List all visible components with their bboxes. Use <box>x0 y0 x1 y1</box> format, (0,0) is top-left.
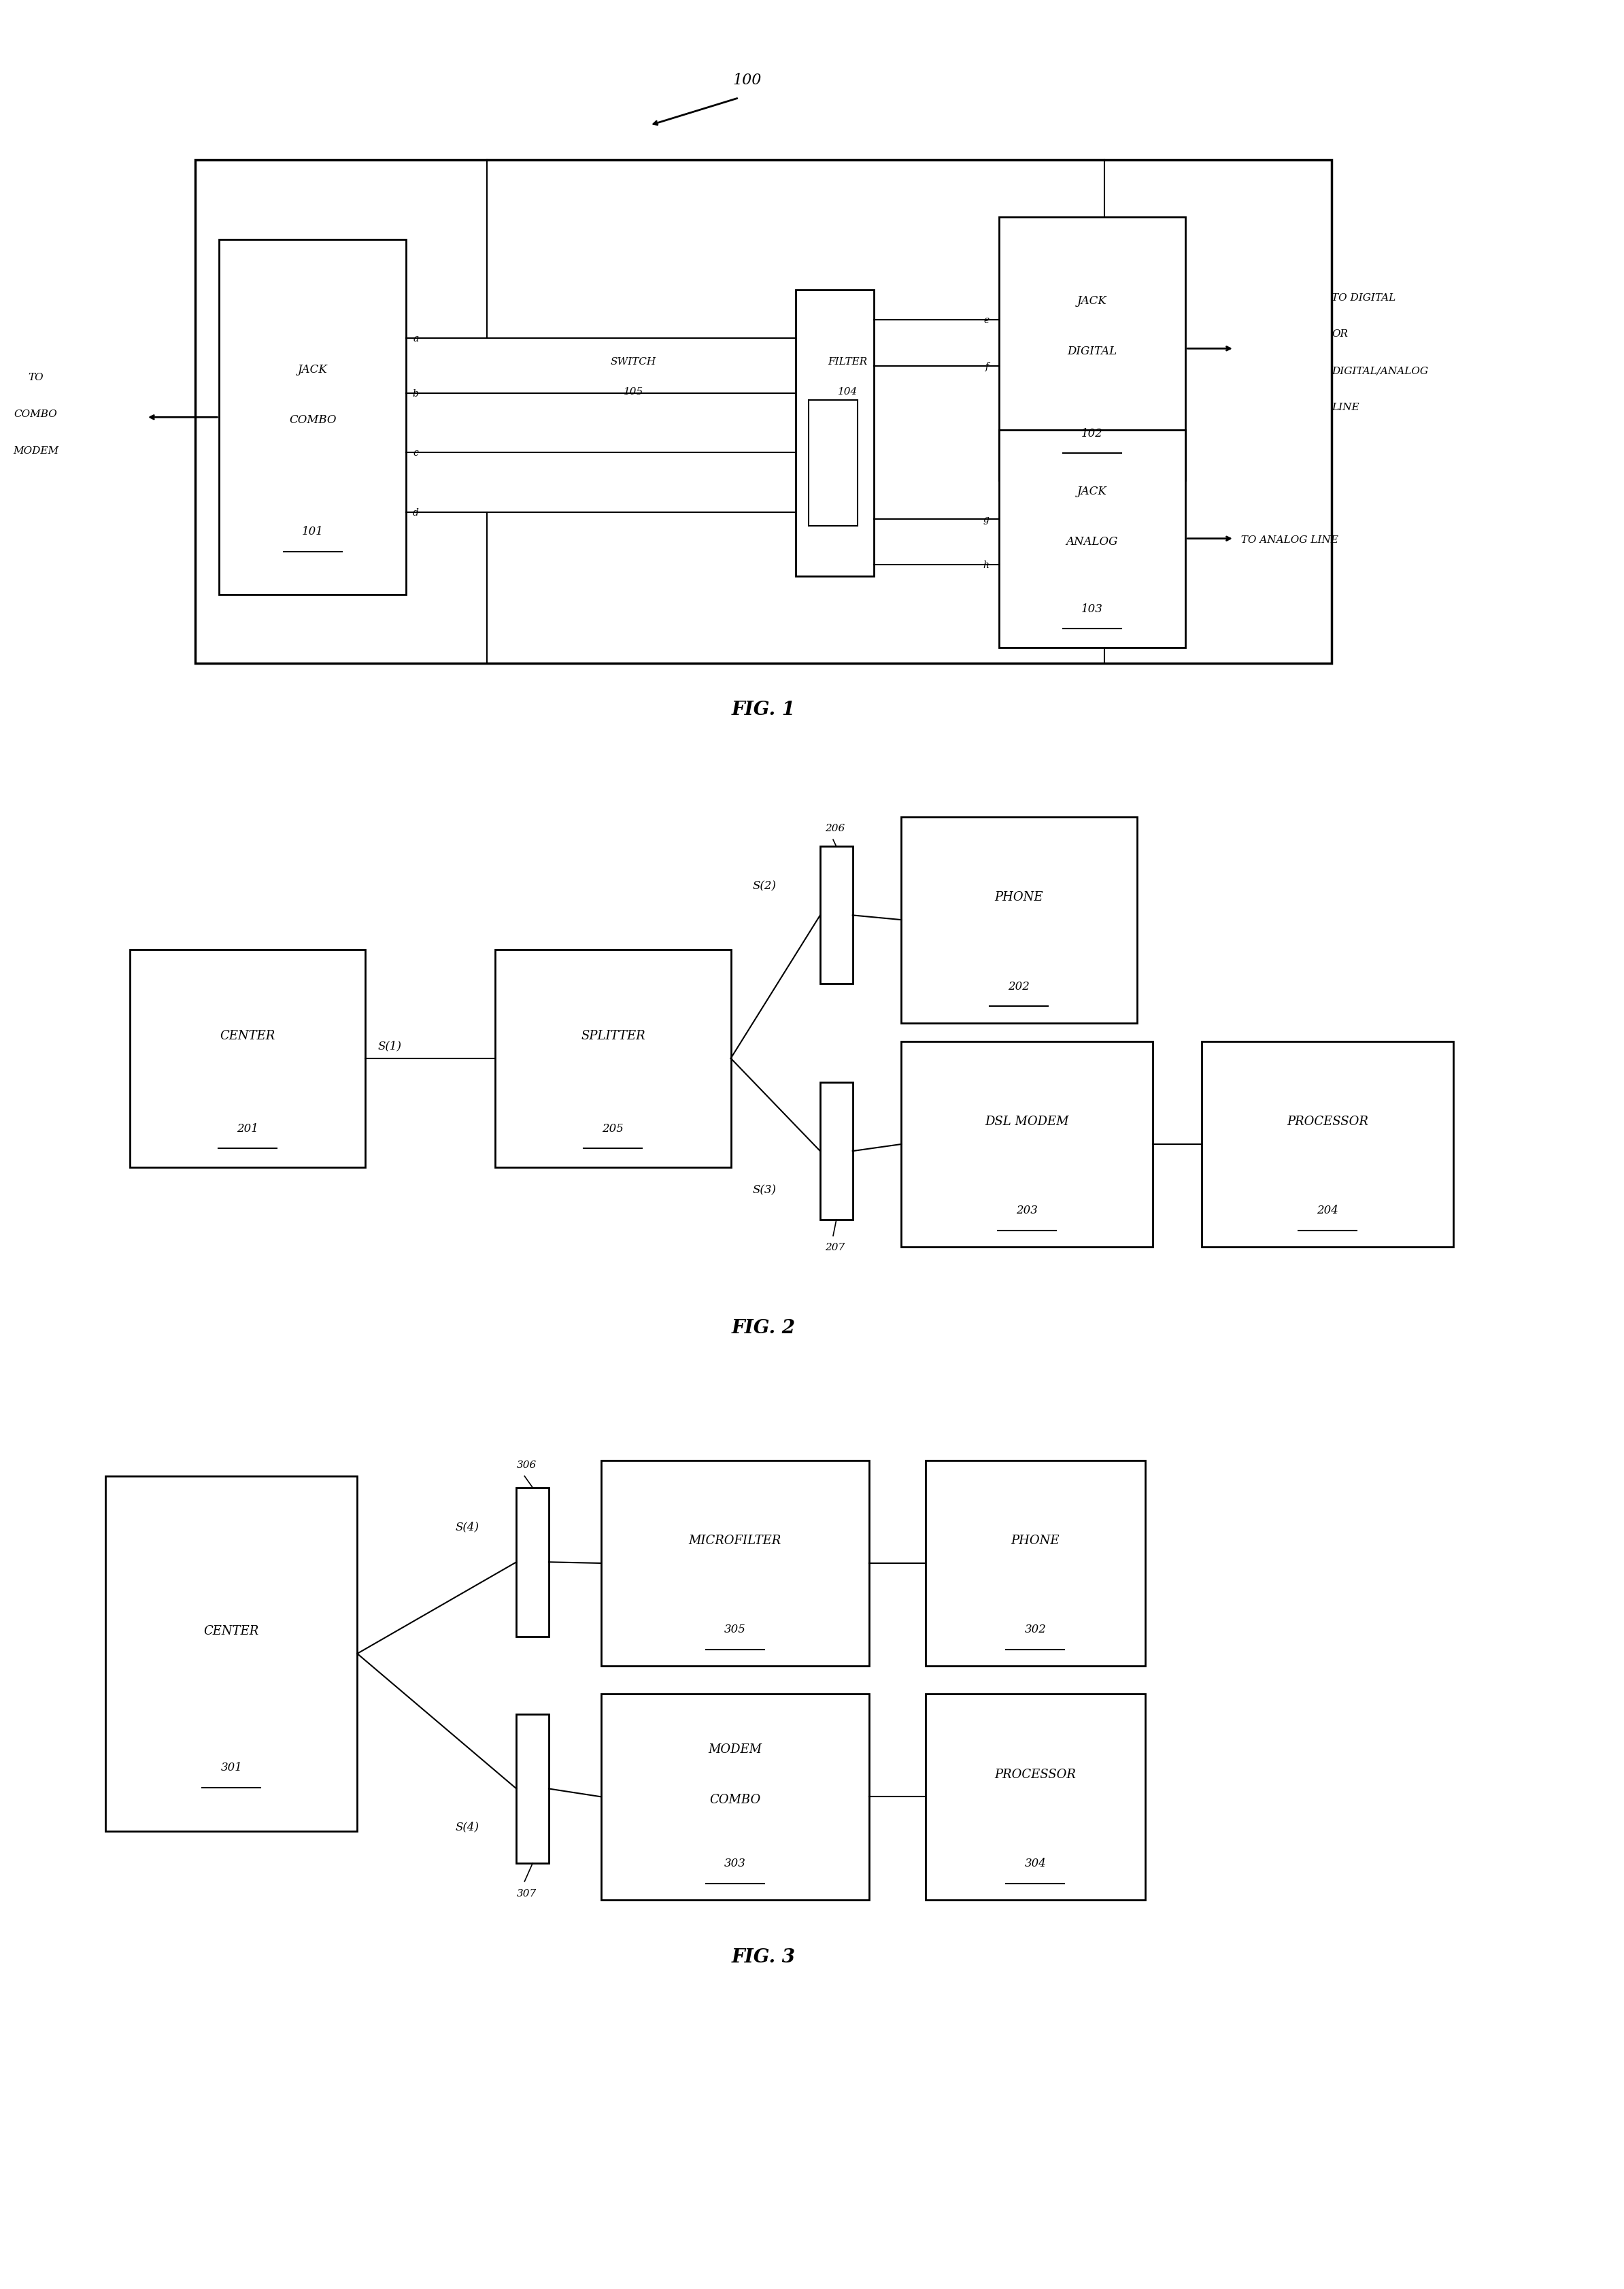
Text: 103: 103 <box>1082 602 1103 613</box>
Text: 302: 302 <box>1025 1623 1046 1634</box>
Text: JACK: JACK <box>1077 295 1108 307</box>
Text: PROCESSOR: PROCESSOR <box>1286 1115 1369 1128</box>
Text: DSL MODEM: DSL MODEM <box>986 1115 1069 1128</box>
Text: COMBO: COMBO <box>710 1792 760 1806</box>
Text: S(4): S(4) <box>455 1520 479 1534</box>
Text: PROCESSOR: PROCESSOR <box>994 1767 1077 1781</box>
Text: MODEM: MODEM <box>708 1742 762 1756</box>
Text: COMBO: COMBO <box>289 414 336 426</box>
Text: FIG. 3: FIG. 3 <box>731 1948 796 1966</box>
Text: h: h <box>983 561 989 570</box>
Bar <box>1202 1041 1453 1248</box>
Text: e: e <box>984 316 989 325</box>
Text: 204: 204 <box>1317 1204 1338 1215</box>
Text: 205: 205 <box>603 1122 624 1133</box>
Text: 305: 305 <box>724 1623 745 1634</box>
Bar <box>495 950 731 1167</box>
Bar <box>219 240 406 595</box>
Text: 303: 303 <box>724 1856 745 1868</box>
Text: c: c <box>412 449 419 458</box>
Bar <box>901 1041 1153 1248</box>
Text: FIG. 2: FIG. 2 <box>731 1318 796 1337</box>
Text: S(2): S(2) <box>752 879 776 893</box>
Bar <box>926 1694 1145 1900</box>
Text: FILTER: FILTER <box>828 357 867 366</box>
Text: LINE: LINE <box>1332 403 1359 412</box>
Text: 202: 202 <box>1009 980 1030 991</box>
Text: TO ANALOG LINE: TO ANALOG LINE <box>1234 536 1338 545</box>
Bar <box>516 1714 549 1863</box>
Text: d: d <box>412 508 419 517</box>
Bar <box>516 1488 549 1637</box>
Bar <box>999 217 1186 481</box>
Text: g: g <box>983 515 989 524</box>
Bar <box>999 430 1186 648</box>
Text: FIG. 1: FIG. 1 <box>731 700 796 719</box>
Bar <box>820 847 853 984</box>
Bar <box>601 1694 869 1900</box>
Text: DIGITAL: DIGITAL <box>1067 346 1117 357</box>
Text: DIGITAL/ANALOG: DIGITAL/ANALOG <box>1332 366 1427 375</box>
Text: MODEM: MODEM <box>13 446 58 456</box>
Text: S(1): S(1) <box>378 1039 401 1053</box>
Text: 304: 304 <box>1025 1856 1046 1868</box>
Bar <box>601 1460 869 1666</box>
Bar <box>106 1476 357 1831</box>
Text: PHONE: PHONE <box>996 890 1043 904</box>
Text: f: f <box>986 362 989 371</box>
Bar <box>901 817 1137 1023</box>
Text: OR: OR <box>1332 330 1348 339</box>
Text: TO DIGITAL: TO DIGITAL <box>1332 293 1395 302</box>
Bar <box>820 1083 853 1220</box>
Text: ANALOG: ANALOG <box>1067 536 1117 547</box>
Text: 307: 307 <box>516 1888 536 1898</box>
Text: MICROFILTER: MICROFILTER <box>689 1534 781 1547</box>
Text: COMBO: COMBO <box>15 410 57 419</box>
Text: JACK: JACK <box>297 364 328 375</box>
Text: a: a <box>412 334 419 343</box>
Text: 206: 206 <box>825 824 844 833</box>
Text: CENTER: CENTER <box>203 1625 260 1637</box>
Text: 201: 201 <box>237 1122 258 1133</box>
Text: SPLITTER: SPLITTER <box>581 1030 645 1041</box>
Text: S(3): S(3) <box>752 1183 776 1197</box>
Text: 104: 104 <box>838 387 857 396</box>
Text: 100: 100 <box>732 73 762 87</box>
Text: 105: 105 <box>624 387 643 396</box>
Text: 207: 207 <box>825 1243 844 1252</box>
Text: b: b <box>412 389 419 398</box>
Bar <box>195 160 1332 664</box>
Text: CENTER: CENTER <box>219 1030 276 1041</box>
Bar <box>796 291 874 577</box>
Bar <box>926 1460 1145 1666</box>
Text: TO: TO <box>28 373 44 382</box>
Text: 203: 203 <box>1017 1204 1038 1215</box>
Text: S(4): S(4) <box>455 1820 479 1833</box>
Text: 306: 306 <box>516 1460 536 1470</box>
Text: PHONE: PHONE <box>1012 1534 1059 1547</box>
Bar <box>130 950 365 1167</box>
Text: JACK: JACK <box>1077 485 1108 497</box>
Text: 301: 301 <box>221 1763 242 1774</box>
Text: 102: 102 <box>1082 428 1103 439</box>
Text: SWITCH: SWITCH <box>611 357 656 366</box>
Bar <box>809 401 857 526</box>
Text: 101: 101 <box>302 526 323 538</box>
